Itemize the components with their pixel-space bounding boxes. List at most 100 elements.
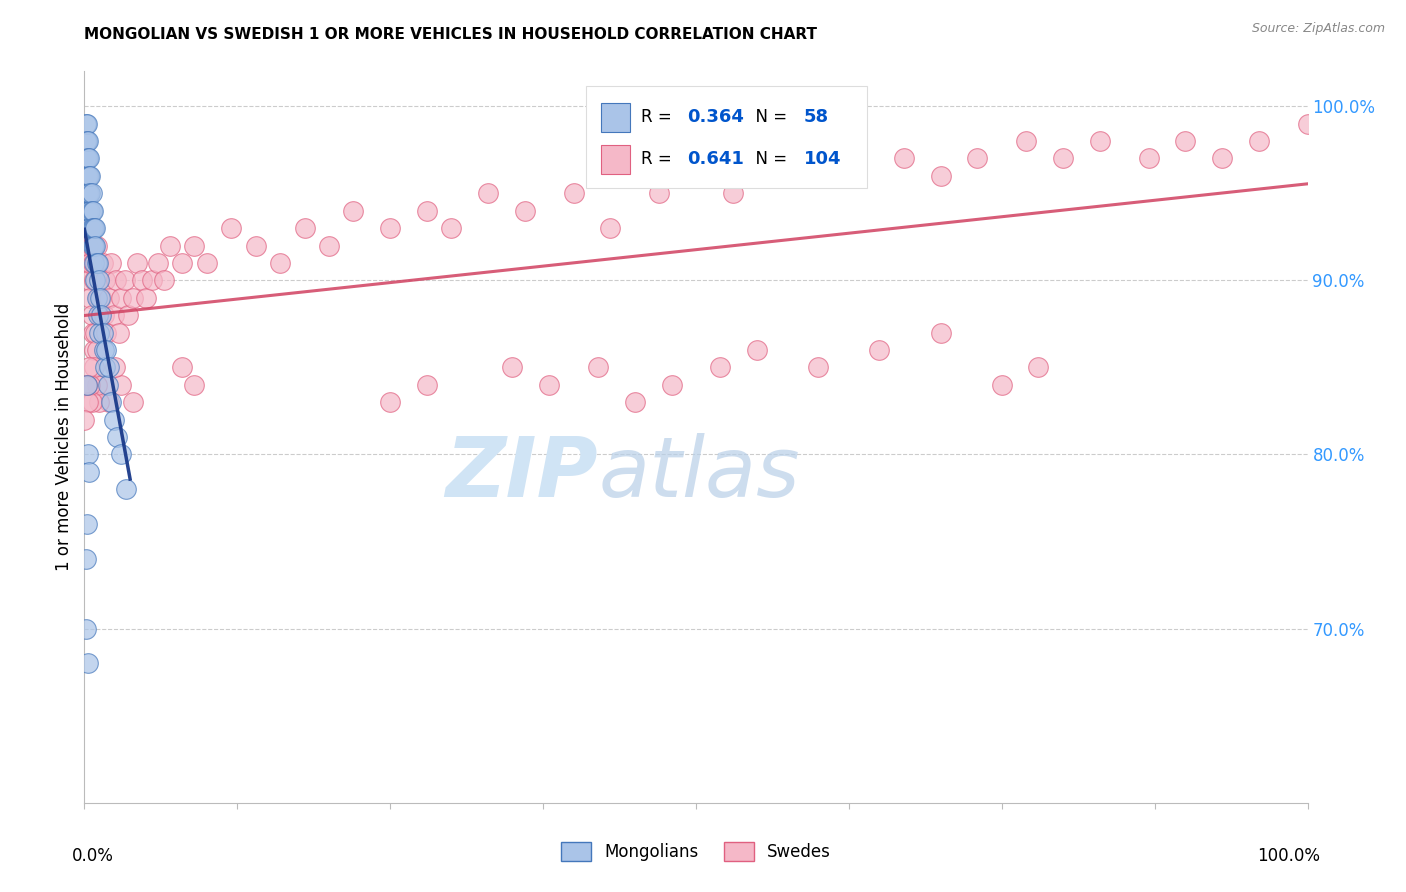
Point [83,273,105,287]
Point [80,221,103,235]
Point [75,134,97,148]
Point [93,308,115,322]
Point [75,552,97,566]
Point [100,256,122,270]
Point [83,256,105,270]
Point [141,273,163,287]
Point [77,134,100,148]
Point [1247,134,1270,148]
Point [586,360,609,375]
Point [125,256,148,270]
Point [342,203,364,218]
Point [929,169,952,183]
Point [87,291,110,305]
Point [77,203,100,218]
Point [1015,134,1038,148]
Point [195,256,218,270]
Point [721,186,744,201]
Point [89,291,111,305]
Point [82,221,104,235]
Point [77,238,100,252]
Point [269,256,291,270]
Point [380,221,402,235]
Point [1211,152,1233,166]
Point [97,377,120,392]
Point [77,448,100,462]
Point [131,273,153,287]
Point [84,256,107,270]
Point [76,377,98,392]
Point [709,360,731,375]
Point [153,273,176,287]
Point [114,273,136,287]
Point [1174,134,1197,148]
Y-axis label: 1 or more Vehicles in Household: 1 or more Vehicles in Household [55,303,73,571]
Point [77,657,100,671]
Point [844,169,866,183]
Point [90,291,112,305]
Point [91,326,114,340]
Point [893,152,915,166]
Point [87,273,110,287]
Point [77,221,100,235]
Point [86,343,108,357]
Point [104,360,127,375]
Point [79,186,101,201]
Point [219,221,242,235]
Point [79,221,101,235]
Text: 104: 104 [804,150,841,168]
Point [159,238,181,252]
Text: 0.364: 0.364 [688,109,744,127]
Point [77,169,100,183]
Text: N =: N = [745,109,792,127]
Point [599,221,621,235]
Point [80,395,103,409]
Point [77,360,100,375]
Point [77,152,100,166]
Point [77,186,100,201]
Point [624,395,647,409]
Point [146,256,169,270]
Point [1137,152,1160,166]
Point [87,273,110,287]
Point [97,395,120,409]
Point [83,221,105,235]
Point [77,273,100,287]
Point [84,273,107,287]
Point [73,412,96,426]
Text: atlas: atlas [598,434,800,514]
Point [869,343,891,357]
Point [82,203,104,218]
Point [97,360,120,375]
Point [80,238,103,252]
Point [75,622,97,636]
Point [87,326,110,340]
Text: R =: R = [641,109,676,127]
Point [82,256,104,270]
Point [294,221,316,235]
Point [685,169,707,183]
Point [80,308,103,322]
Text: N =: N = [745,150,792,168]
Point [100,395,122,409]
Point [83,343,105,357]
Point [440,221,463,235]
Point [135,291,157,305]
Point [87,308,110,322]
FancyBboxPatch shape [600,145,630,174]
Text: 0.641: 0.641 [688,150,744,168]
Point [79,291,101,305]
Point [77,256,100,270]
Point [86,238,108,252]
Point [122,291,145,305]
Point [648,186,671,201]
Text: ZIP: ZIP [446,434,598,514]
Point [77,203,100,218]
Point [1052,152,1074,166]
Point [105,273,128,287]
Point [76,377,98,392]
Point [76,134,98,148]
Point [82,238,104,252]
Point [513,203,536,218]
Point [76,517,98,532]
